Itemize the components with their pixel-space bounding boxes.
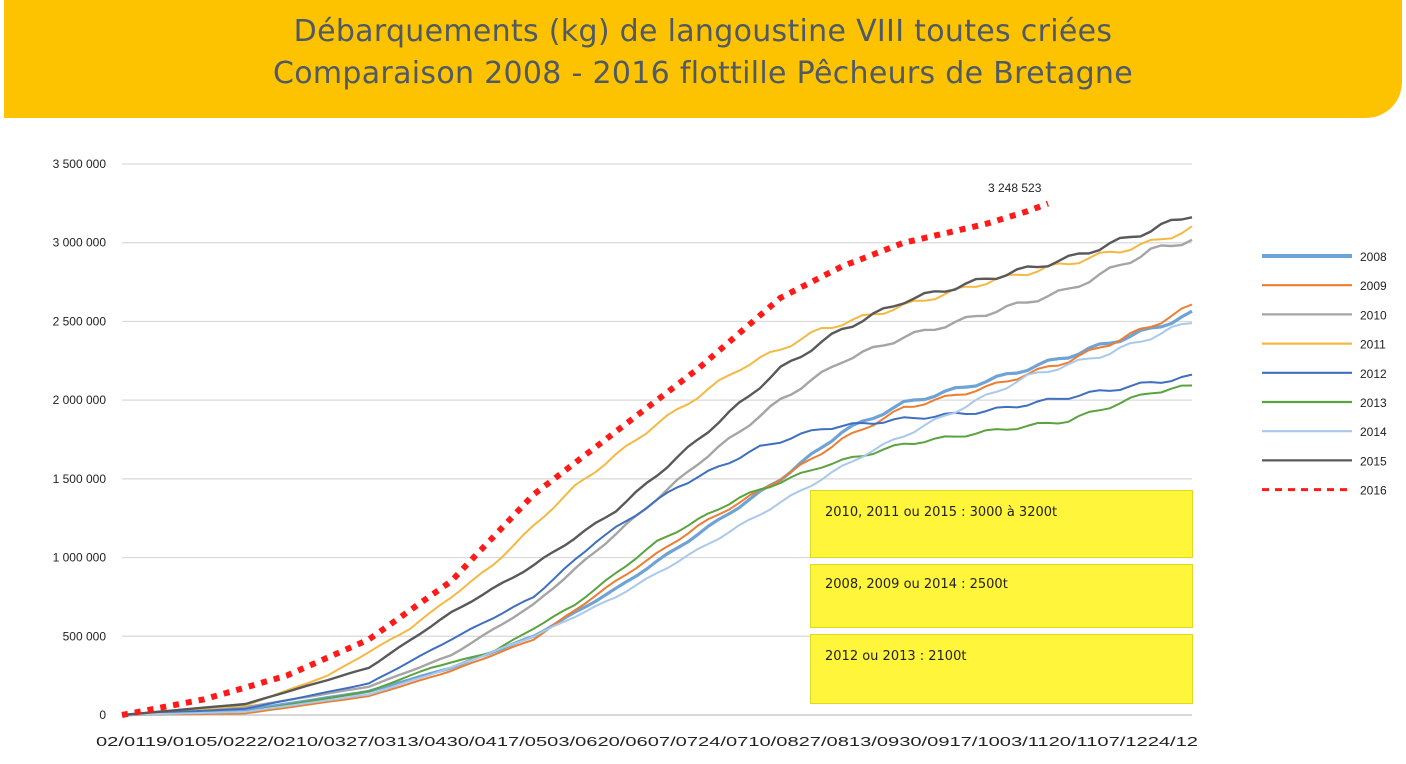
y-tick-label: 1 000 000 [53,551,107,565]
y-tick-label: 500 000 [63,629,107,643]
series-line-2012 [121,373,1193,716]
chart-title-line1: Débarquements (kg) de langoustine VIII t… [293,14,1113,49]
legend: 2008 2009 2010 2011 2012 2013 2014 2015 2016 [1262,250,1387,498]
y-tick-labels: 0 500 000 1 000 000 1 500 000 2 000 000 2 500… [53,157,107,722]
legend-label-2016: 2016 [1360,484,1387,498]
y-tick-label: 2 500 000 [53,314,107,328]
series-lines [121,200,1193,718]
series-line-2011 [121,225,1193,716]
legend-label-2013: 2013 [1360,396,1387,410]
x-axis-tick-labels: 02/0119/0105/0222/0210/0327/0313/0430/04… [96,734,1198,749]
legend-label-2011: 2011 [1360,338,1386,352]
legend-label-2014: 2014 [1360,425,1387,439]
peak-value-label: 3 248 523 [988,181,1042,195]
series-line-2014 [121,322,1193,716]
y-tick-label: 2 000 000 [53,393,107,407]
title-banner [4,0,1402,118]
legend-label-2009: 2009 [1360,279,1387,293]
legend-label-2015: 2015 [1360,454,1387,468]
landings-line-chart: 0 500 000 1 000 000 1 500 000 2 000 000 2 500… [53,157,1387,749]
legend-label-2008: 2008 [1360,250,1387,264]
grid-layer [122,163,1192,716]
series-line-2013 [121,384,1193,716]
series-line-2009 [121,303,1193,716]
y-tick-label: 0 [99,708,106,722]
annotation-box-3000t: 2010, 2011 ou 2015 : 3000 à 3200t [810,490,1193,558]
chart-title-line2: Comparaison 2008 - 2016 flottille Pêcheu… [272,56,1133,91]
annotation-box-2100t: 2012 ou 2013 : 2100t [810,634,1193,704]
y-tick-label: 3 000 000 [53,236,107,250]
y-tick-label: 1 500 000 [53,472,107,486]
legend-label-2010: 2010 [1360,308,1387,322]
series-line-2016 [121,200,1050,718]
annotation-box-2500t: 2008, 2009 ou 2014 : 2500t [810,564,1193,628]
series-line-2015 [121,216,1193,717]
legend-label-2012: 2012 [1360,367,1387,381]
y-tick-label: 3 500 000 [53,157,107,171]
